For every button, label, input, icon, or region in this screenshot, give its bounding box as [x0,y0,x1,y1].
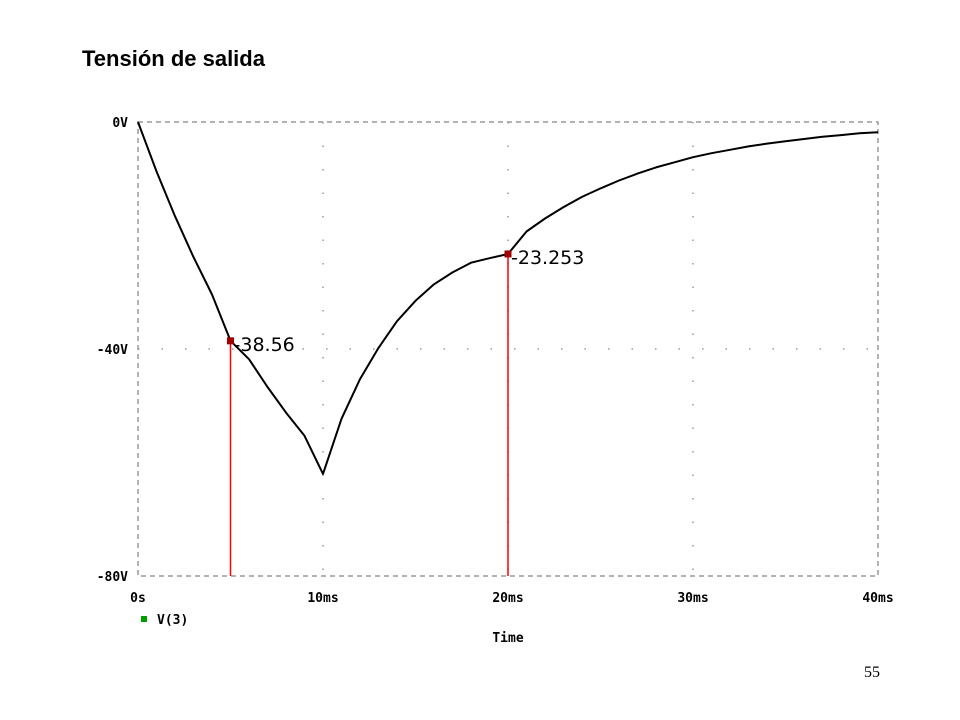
x-tick-label: 0s [130,591,146,606]
legend-label-v3: V(3) [157,613,188,628]
x-tick-label: 20ms [492,591,523,606]
y-tick-label: 0V [112,116,128,131]
slide-title: Tensión de salida [82,46,265,71]
y-tick-label: -80V [97,570,128,585]
cursor-value-label: -23.253 [511,247,584,269]
legend-marker-v3 [141,616,147,622]
cursor-annotations: -38.56 -23.253 [227,247,584,576]
x-tick-label: 10ms [307,591,338,606]
page-number: 55 [864,664,880,681]
cursor-point [227,337,234,345]
legend: V(3) [141,613,188,628]
cursor-point [504,250,512,258]
x-tick-label: 40ms [862,591,893,606]
x-axis-label: Time [492,631,523,646]
axis-ticks: 0s 10ms 20ms 30ms 40ms 0V -40V -80V [97,116,894,606]
cursor-value-label: -38.56 [234,334,295,356]
x-tick-label: 30ms [677,591,708,606]
grid [137,121,879,577]
y-tick-label: -40V [97,343,128,358]
